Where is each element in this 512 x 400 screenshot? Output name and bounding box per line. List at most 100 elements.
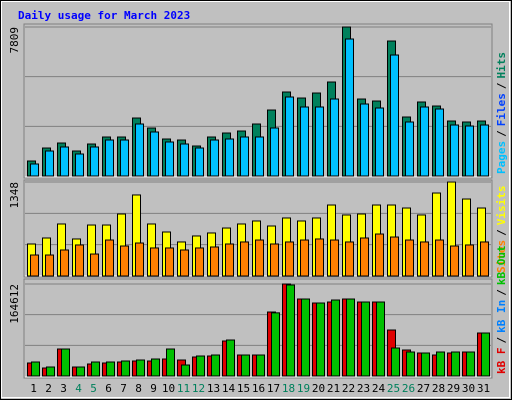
bar <box>480 241 489 277</box>
bar <box>105 239 114 277</box>
x-tick-label: 15 <box>237 382 250 395</box>
x-tick-label: 30 <box>462 382 475 395</box>
bar <box>225 138 234 177</box>
bar <box>466 351 475 377</box>
bar <box>300 106 309 177</box>
bar <box>151 358 160 377</box>
bar <box>75 153 84 177</box>
bar <box>121 360 130 377</box>
bar <box>421 352 430 377</box>
bar <box>420 241 429 277</box>
legend: Pages / Files / Hits <box>495 52 508 174</box>
bar <box>196 355 205 377</box>
bar <box>406 351 415 377</box>
x-tick-label: 13 <box>207 382 220 395</box>
legend-entry: kB In <box>495 300 508 333</box>
bar <box>45 254 54 277</box>
bar <box>331 299 340 377</box>
x-tick-label: 9 <box>150 382 157 395</box>
bar <box>135 123 144 177</box>
bar <box>181 364 190 377</box>
legend-entry: kB F <box>495 348 508 375</box>
x-tick-label: 17 <box>267 382 280 395</box>
bar <box>405 239 414 277</box>
bar <box>90 146 99 177</box>
legend-separator: / <box>495 229 508 236</box>
bar <box>105 139 114 177</box>
chart-title: Daily usage for March 2023 <box>18 9 190 22</box>
bar <box>241 354 250 377</box>
x-tick-label: 14 <box>222 382 236 395</box>
bar <box>256 354 265 377</box>
bar <box>271 312 280 377</box>
x-tick-label: 27 <box>417 382 430 395</box>
bar <box>226 339 235 377</box>
bar <box>91 361 100 377</box>
bar <box>30 163 39 177</box>
legend-separator: / <box>495 130 508 137</box>
x-tick-label: 18 <box>282 382 295 395</box>
bar <box>451 351 460 377</box>
bar <box>345 241 354 277</box>
x-tick-label: 23 <box>357 382 370 395</box>
x-tick-label: 25 <box>387 382 400 395</box>
legend-separator: / <box>495 82 508 89</box>
x-tick-label: 12 <box>192 382 205 395</box>
bar <box>301 298 310 377</box>
bar <box>150 247 159 277</box>
bar <box>315 238 324 277</box>
bar <box>390 54 399 177</box>
legend: Sites / Visits <box>495 186 508 274</box>
bar <box>285 96 294 177</box>
bar <box>90 253 99 277</box>
bar <box>286 284 295 377</box>
bar <box>75 244 84 277</box>
x-tick-label: 22 <box>342 382 355 395</box>
bar <box>375 233 384 277</box>
bar <box>120 139 129 177</box>
bar <box>165 247 174 277</box>
bar <box>330 98 339 177</box>
bar <box>31 361 40 377</box>
bar <box>165 141 174 177</box>
x-tick-label: 11 <box>177 382 190 395</box>
legend-entry: Hits <box>495 52 508 79</box>
bar <box>376 301 385 377</box>
bar <box>360 237 369 277</box>
x-tick-label: 20 <box>312 382 325 395</box>
bar <box>360 103 369 177</box>
x-tick-label: 16 <box>252 382 265 395</box>
bar <box>61 348 70 377</box>
y-tick-label: 1348 <box>8 182 21 209</box>
bar <box>270 127 279 177</box>
bar <box>255 136 264 177</box>
y-tick-label: 164612 <box>8 284 21 324</box>
bar <box>120 245 129 277</box>
bar <box>300 239 309 277</box>
x-tick-label: 19 <box>297 382 310 395</box>
x-tick-label: 6 <box>105 382 112 395</box>
bar <box>150 131 159 177</box>
bar <box>45 150 54 177</box>
x-tick-label: 7 <box>120 382 127 395</box>
bar <box>480 124 489 177</box>
x-tick-label: 21 <box>327 382 340 395</box>
bar <box>270 243 279 277</box>
bar <box>135 242 144 277</box>
legend-entry: Visits <box>495 186 508 226</box>
bar <box>255 239 264 277</box>
bar <box>285 241 294 277</box>
bar <box>240 136 249 177</box>
bar <box>346 298 355 377</box>
bar <box>240 241 249 277</box>
legend-entry: Pages <box>495 141 508 174</box>
bar <box>330 239 339 277</box>
bar <box>361 301 370 377</box>
legend: kB F / kB In / kB Out <box>495 245 508 374</box>
bar <box>106 361 115 377</box>
legend-separator: / <box>495 289 508 296</box>
x-tick-label: 10 <box>162 382 175 395</box>
bar <box>465 244 474 277</box>
bar <box>166 348 175 377</box>
